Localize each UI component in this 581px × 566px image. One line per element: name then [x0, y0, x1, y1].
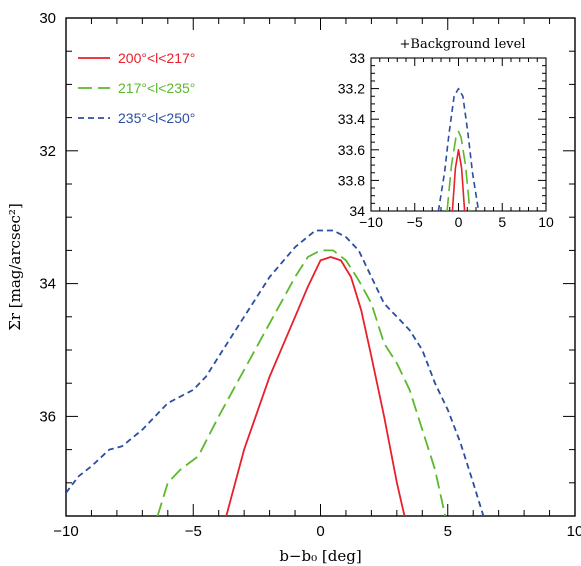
x-tick-label: 10 [538, 214, 554, 230]
series-line-2 [156, 249, 447, 516]
series-group [437, 87, 480, 211]
x-tick-label: 10 [567, 523, 581, 540]
x-tick-label: 5 [498, 214, 506, 230]
legend-label-2: 217°<l<235° [118, 80, 195, 96]
x-tick-label: −5 [185, 523, 202, 540]
y-tick-label: 30 [39, 10, 56, 27]
y-tick-label: 36 [39, 408, 56, 425]
x-tick-label: 0 [316, 523, 324, 540]
y-tick-label: 33.4 [338, 111, 365, 127]
y-tick-label: 33.6 [338, 142, 365, 158]
legend-label-3: 235°<l<250° [118, 110, 195, 126]
x-tick-label: 5 [444, 523, 452, 540]
y-tick-label: 33.8 [338, 172, 365, 188]
inset-title: +Background level [400, 37, 526, 52]
series-group [66, 229, 485, 516]
inset-plot: −10 −5 0 5 10 33 33.2 33.4 33.6 33.8 34 +Background… [338, 37, 554, 230]
series-line-1 [451, 149, 466, 211]
series-line-2 [446, 130, 471, 211]
x-axis-title: b−b₀ [deg] [279, 547, 361, 565]
y-tick-label: 33.2 [338, 81, 365, 97]
series-line-3 [437, 87, 480, 211]
x-tick-label: 0 [455, 214, 463, 230]
legend-label-1: 200°<l<217° [118, 50, 195, 66]
main-plot: −10 −5 0 5 10 30 32 34 36 b−b₀ [deg] Σr [mag/arcse… [6, 10, 581, 565]
legend: 200°<l<217° 217°<l<235° 235°<l<250° [78, 50, 195, 126]
series-line-1 [225, 256, 406, 516]
y-tick-label: 33 [349, 50, 365, 66]
y-tick-label: 34 [39, 276, 56, 293]
y-axis-title: Σr [mag/arcsec²] [6, 203, 24, 331]
series-line-3 [66, 229, 485, 516]
x-tick-label: −10 [359, 214, 383, 230]
x-tick-label: −5 [407, 214, 423, 230]
x-tick-label: −10 [53, 523, 78, 540]
y-tick-label: 34 [349, 203, 365, 219]
y-tick-label: 32 [39, 143, 56, 160]
inset-background [371, 58, 546, 211]
